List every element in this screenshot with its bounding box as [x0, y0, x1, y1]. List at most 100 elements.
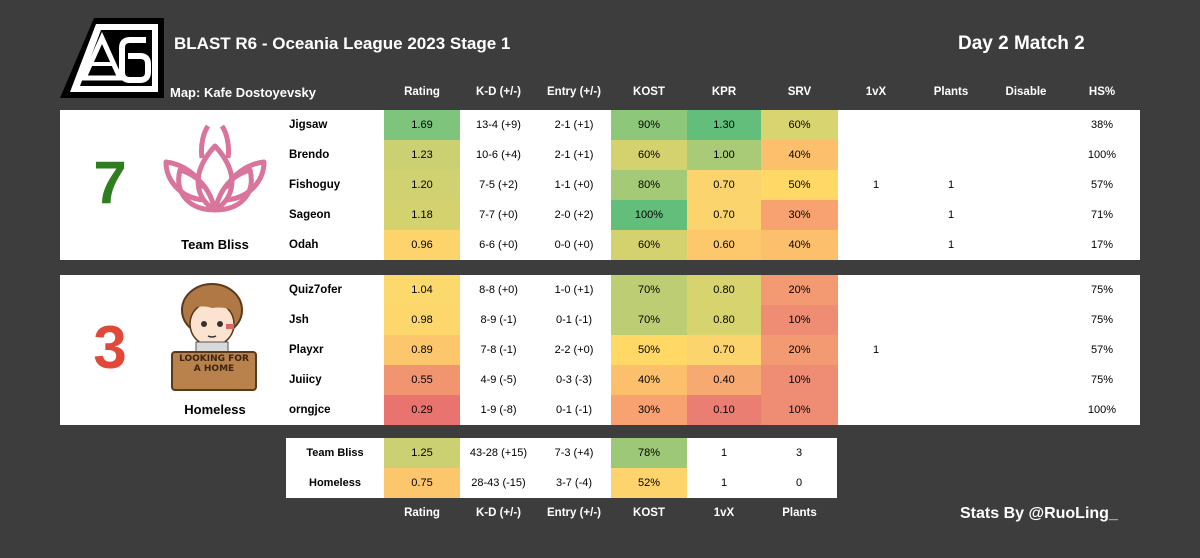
- stat-kpr: 0.40: [687, 365, 761, 395]
- stat-kd: 6-6 (+0): [460, 230, 537, 260]
- stat-rating: 0.89: [384, 335, 460, 365]
- stat-srv: 10%: [761, 395, 838, 425]
- stat-kpr: 0.70: [687, 170, 761, 200]
- lotus-logo: [160, 118, 270, 218]
- stat-onevx: 1: [872, 344, 880, 356]
- stat-plants: [914, 305, 988, 335]
- stat-onevx: 1: [872, 179, 880, 191]
- col-kpr: KPR: [711, 86, 737, 98]
- summary-onevx: 1: [720, 477, 728, 489]
- stat-rating: 0.55: [384, 365, 460, 395]
- sum-col-kd: K-D (+/-): [475, 507, 522, 519]
- col-rating: Rating: [404, 86, 440, 98]
- credit-text: Stats By @RuoLing_: [960, 505, 1118, 522]
- stat-disable: [988, 170, 1064, 200]
- stat-kost: 70%: [611, 305, 687, 335]
- summary-team-name: Homeless: [309, 477, 361, 489]
- stat-kost: 60%: [611, 140, 687, 170]
- stat-kpr: 0.10: [687, 395, 761, 425]
- stat-disable: [988, 365, 1064, 395]
- mascot-sign-text: LOOKING FOR A HOME: [179, 354, 249, 374]
- player-name: Jigsaw: [289, 119, 328, 131]
- player-name: orngjce: [289, 404, 331, 416]
- stat-hs: 75%: [1090, 284, 1114, 296]
- team-name: Team Bliss: [181, 237, 249, 252]
- stat-kd: 10-6 (+4): [460, 140, 537, 170]
- stat-rating: 1.69: [384, 110, 460, 140]
- stat-kd: 1-9 (-8): [460, 395, 537, 425]
- summary-kd: 43-28 (+15): [469, 447, 528, 459]
- stat-kpr: 0.70: [687, 200, 761, 230]
- summary-table: [286, 438, 837, 498]
- stat-kpr: 1.00: [687, 140, 761, 170]
- col-kd: K-D (+/-): [475, 86, 522, 98]
- stat-disable: [988, 275, 1064, 305]
- stat-srv: 40%: [761, 230, 838, 260]
- stat-plants: [914, 275, 988, 305]
- stat-kpr: 1.30: [687, 110, 761, 140]
- stat-disable: [988, 200, 1064, 230]
- page-title: BLAST R6 - Oceania League 2023 Stage 1: [174, 34, 511, 53]
- stat-srv: 40%: [761, 140, 838, 170]
- stat-plants: [914, 140, 988, 170]
- player-name: Odah: [289, 239, 319, 251]
- summary-onevx: 1: [720, 447, 728, 459]
- stat-entry: 0-0 (+0): [537, 230, 611, 260]
- stat-entry: 1-0 (+1): [537, 275, 611, 305]
- sum-col-1vx: 1vX: [713, 507, 735, 519]
- stat-kost: 80%: [611, 170, 687, 200]
- summary-rating: 1.25: [384, 438, 460, 468]
- match-label: Day 2 Match 2: [958, 33, 1085, 54]
- map-label: Map: Kafe Dostoyevsky: [170, 85, 316, 100]
- stat-hs: 75%: [1090, 314, 1114, 326]
- stat-onevx: [838, 200, 914, 230]
- summary-entry: 3-7 (-4): [555, 477, 593, 489]
- sum-col-entry: Entry (+/-): [547, 507, 601, 519]
- blast-r6-logo: [58, 16, 168, 102]
- stat-entry: 2-0 (+2): [537, 200, 611, 230]
- stat-disable: [988, 395, 1064, 425]
- stat-entry: 2-1 (+1): [537, 110, 611, 140]
- summary-plants: 0: [795, 477, 803, 489]
- sum-col-plants: Plants: [782, 507, 817, 519]
- stat-kpr: 0.60: [687, 230, 761, 260]
- stat-hs: 100%: [1087, 149, 1117, 161]
- stat-onevx: [838, 140, 914, 170]
- stat-plants: [914, 365, 988, 395]
- stat-plants: [914, 395, 988, 425]
- stat-srv: 30%: [761, 200, 838, 230]
- stat-rating: 1.20: [384, 170, 460, 200]
- team-score: 7: [93, 149, 127, 216]
- stat-entry: 0-1 (-1): [537, 395, 611, 425]
- stat-disable: [988, 110, 1064, 140]
- stat-hs: 71%: [1090, 209, 1114, 221]
- stat-kd: 7-7 (+0): [460, 200, 537, 230]
- sum-col-kost: KOST: [633, 507, 665, 519]
- col-entry: Entry (+/-): [547, 86, 601, 98]
- stat-entry: 0-3 (-3): [537, 365, 611, 395]
- summary-team-name: Team Bliss: [306, 447, 364, 459]
- stat-onevx: [838, 110, 914, 140]
- stat-srv: 60%: [761, 110, 838, 140]
- summary-entry: 7-3 (+4): [554, 447, 594, 459]
- player-name: Playxr: [289, 344, 324, 356]
- col-disable: Disable: [1005, 86, 1047, 98]
- stat-entry: 1-1 (+0): [537, 170, 611, 200]
- summary-kost: 78%: [611, 438, 687, 468]
- stat-rating: 1.18: [384, 200, 460, 230]
- stat-srv: 10%: [761, 365, 838, 395]
- col-hs: HS%: [1088, 86, 1116, 98]
- col-1vx: 1vX: [865, 86, 887, 98]
- stat-disable: [988, 335, 1064, 365]
- player-name: Quiz7ofer: [289, 284, 343, 296]
- stat-onevx: [838, 395, 914, 425]
- col-plants: Plants: [933, 86, 969, 98]
- stat-hs: 17%: [1090, 239, 1114, 251]
- stat-hs: 57%: [1090, 179, 1114, 191]
- stat-rating: 1.23: [384, 140, 460, 170]
- player-name: Fishoguy: [289, 179, 341, 191]
- stat-srv: 20%: [761, 275, 838, 305]
- stat-kost: 100%: [611, 200, 687, 230]
- stat-entry: 0-1 (-1): [537, 305, 611, 335]
- stat-onevx: [838, 275, 914, 305]
